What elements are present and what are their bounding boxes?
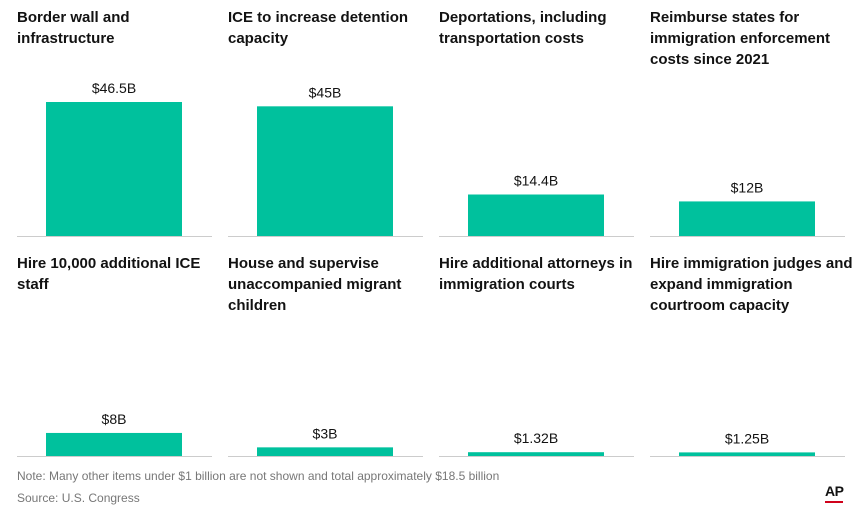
bar: [679, 201, 815, 236]
chart-note: Note: Many other items under $1 billion …: [17, 469, 500, 483]
bar: [257, 447, 393, 456]
bar: [468, 452, 604, 456]
data-label: $3B: [313, 425, 338, 441]
panel-title: Reimburse states for immigration enforce…: [650, 9, 831, 68]
bar: [257, 106, 393, 237]
data-label: $12B: [731, 179, 764, 195]
data-label: $14.4B: [514, 173, 558, 189]
panel-title: House and supervise unaccompanied migran…: [228, 255, 402, 314]
bar: [46, 102, 182, 236]
panel-title: Hire additional attorneys in immigration…: [439, 255, 633, 293]
bar: [679, 452, 815, 456]
data-label: $8B: [102, 411, 127, 427]
data-label: $1.32B: [514, 430, 558, 446]
ap-logo-underline: [825, 501, 843, 503]
panel-title: ICE to increase detention capacity: [228, 9, 409, 47]
panel-title: Border wall and infrastructure: [17, 9, 130, 47]
panel-title: Hire 10,000 additional ICE staff: [17, 255, 201, 293]
panel-title: Deportations, including transportation c…: [439, 9, 607, 47]
bar: [468, 194, 604, 236]
data-label: $46.5B: [92, 80, 136, 96]
data-label: $45B: [309, 84, 342, 100]
panel-title: Hire immigration judges and expand immig…: [650, 255, 853, 314]
data-label: $1.25B: [725, 430, 769, 446]
chart-source: Source: U.S. Congress: [17, 491, 140, 505]
bar: [46, 432, 182, 456]
ap-logo: AP: [825, 483, 844, 499]
